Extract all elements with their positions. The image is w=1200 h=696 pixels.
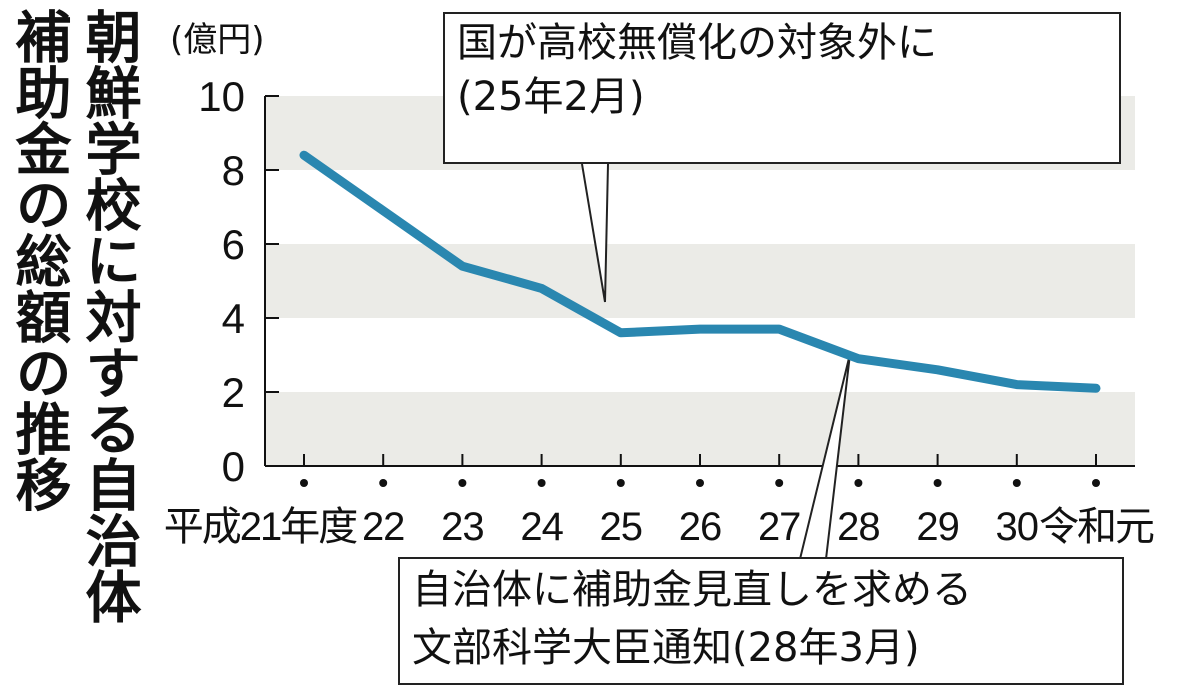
x-tick-label: 28 xyxy=(837,505,880,549)
x-tick-label: 22 xyxy=(362,505,405,549)
x-tick-dot xyxy=(458,479,467,487)
x-tick-dot xyxy=(696,479,704,487)
y-tick-label: 4 xyxy=(222,295,245,342)
x-tick-label: 24 xyxy=(520,505,563,549)
x-tick-label: 29 xyxy=(916,505,959,549)
x-tick-dot xyxy=(537,479,546,487)
x-tick-dot xyxy=(1092,479,1100,487)
annotation-1-line2: (25年2月) xyxy=(457,74,645,120)
annotation-callout-2: 自治体に補助金見直しを求める 文部科学大臣通知(28年3月) xyxy=(398,557,1124,685)
x-tick-label: 23 xyxy=(441,505,484,549)
x-tick-label: 27 xyxy=(758,505,801,549)
y-axis-unit: (億円) xyxy=(170,20,265,60)
chart-title-line2: 補助金の総額の推移 xyxy=(6,8,71,512)
grid-band xyxy=(265,244,1135,318)
x-tick-label: 30 xyxy=(996,505,1039,549)
annotation-2-line2: 文部科学大臣通知(28年3月) xyxy=(412,625,920,671)
y-tick-label: 0 xyxy=(222,443,245,490)
x-tick-dot xyxy=(379,479,388,487)
annotation-1-pointer xyxy=(581,163,609,303)
y-tick-label: 6 xyxy=(222,221,245,268)
x-tick-dot xyxy=(616,479,625,487)
x-tick-dot xyxy=(933,479,942,487)
y-tick-label: 8 xyxy=(222,147,245,194)
x-tick-label: 令和元 xyxy=(1039,505,1154,549)
grid-band xyxy=(265,392,1135,466)
x-tick-dot xyxy=(775,479,784,487)
annotation-callout-1: 国が高校無償化の対象外に (25年2月) xyxy=(443,12,1121,164)
y-tick-label: 10 xyxy=(198,73,245,120)
x-tick-label: 26 xyxy=(679,505,722,549)
annotation-1-line1: 国が高校無償化の対象外に xyxy=(457,20,937,66)
annotation-2-line1: 自治体に補助金見直しを求める xyxy=(412,567,972,613)
y-tick-label: 2 xyxy=(222,369,245,416)
x-tick-dot xyxy=(854,479,863,487)
chart-title-line1: 朝鮮学校に対する自治体 xyxy=(76,8,141,624)
x-tick-label: 25 xyxy=(600,505,643,549)
x-tick-label: 平成21年度 xyxy=(164,505,357,549)
x-tick-dot xyxy=(1012,479,1021,487)
x-tick-dot xyxy=(300,479,308,487)
